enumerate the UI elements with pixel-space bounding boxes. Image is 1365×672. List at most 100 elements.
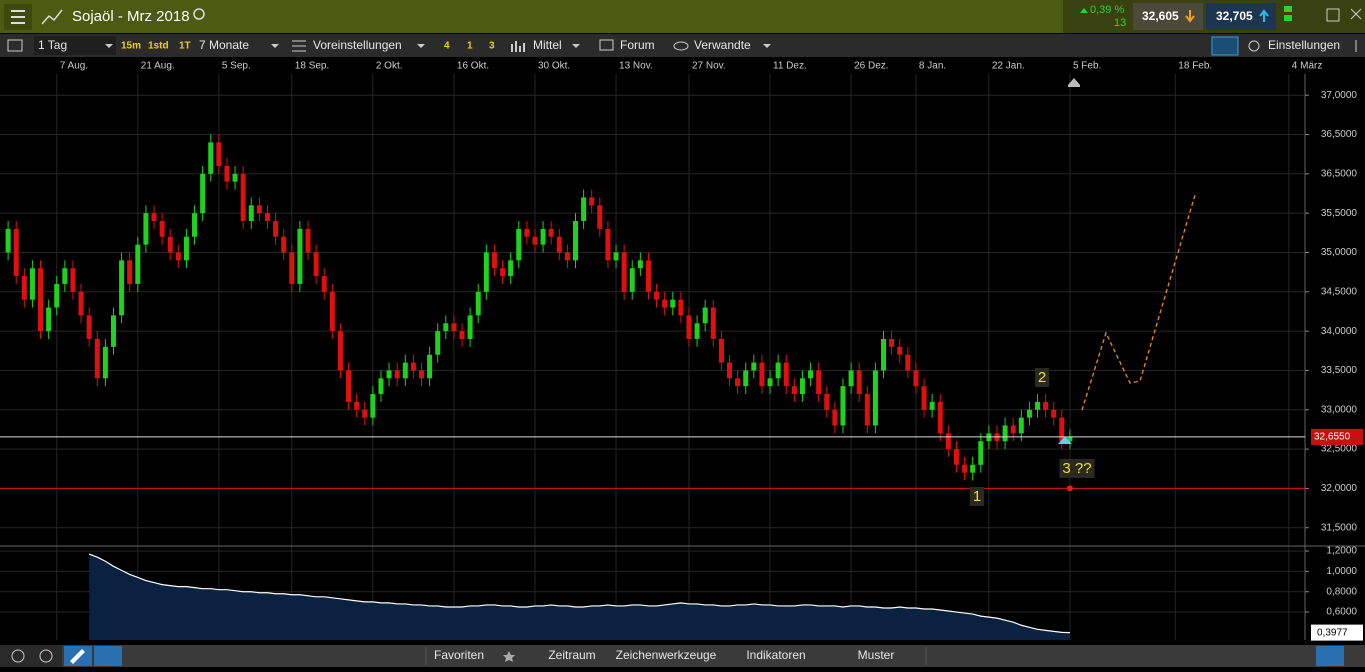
candle-body bbox=[662, 299, 668, 308]
popout-icon[interactable] bbox=[1326, 8, 1340, 22]
candle-body bbox=[970, 464, 976, 473]
candle-body bbox=[889, 338, 895, 347]
forum[interactable]: Forum bbox=[620, 38, 655, 52]
footer-item[interactable]: Zeichenwerkzeuge bbox=[616, 648, 717, 662]
quick-interval[interactable]: 1std bbox=[148, 41, 169, 52]
star-icon[interactable] bbox=[503, 651, 515, 662]
candle-body bbox=[548, 228, 554, 237]
candle-body bbox=[216, 142, 222, 166]
candle-body bbox=[524, 228, 530, 237]
candle-body bbox=[175, 252, 181, 261]
candle-body bbox=[597, 205, 603, 229]
candle-body bbox=[410, 362, 416, 371]
candle-body bbox=[1035, 401, 1041, 410]
scroll-marker[interactable] bbox=[1068, 78, 1080, 87]
footer-item[interactable]: Muster bbox=[858, 648, 895, 662]
chart-icon[interactable] bbox=[41, 9, 63, 25]
candle-body bbox=[297, 228, 303, 284]
candle-body bbox=[1059, 417, 1065, 442]
candle-body bbox=[605, 228, 611, 261]
candle-body bbox=[921, 386, 927, 410]
candle-body bbox=[759, 362, 765, 387]
candle-body bbox=[354, 401, 360, 410]
candle-body bbox=[727, 362, 733, 379]
candle-body bbox=[743, 370, 749, 387]
layout-icon[interactable] bbox=[1284, 15, 1292, 21]
candle-body bbox=[1018, 417, 1024, 434]
disable-icon[interactable] bbox=[39, 649, 53, 663]
candle-body bbox=[564, 252, 570, 261]
count[interactable]: 1 bbox=[467, 41, 473, 52]
candle-body bbox=[475, 291, 481, 316]
footer-item[interactable]: Favoriten bbox=[434, 648, 484, 662]
toolbar-icon[interactable] bbox=[7, 39, 23, 52]
candle-body bbox=[21, 276, 27, 300]
candle-body bbox=[418, 370, 424, 379]
settings-icon bbox=[1248, 40, 1260, 52]
candle-body bbox=[248, 205, 254, 222]
range[interactable]: 7 Monate bbox=[199, 38, 249, 52]
candle-body bbox=[848, 370, 854, 387]
draw-tool-active[interactable] bbox=[1211, 36, 1239, 56]
chart-area: 7 Aug. 21 Aug. 5 Sep. 18 Sep. 2 Okt. 16 Okt. 3… bbox=[0, 58, 1365, 645]
candle-body bbox=[589, 197, 595, 206]
size-icon bbox=[511, 41, 525, 52]
y-tick-label: 1,0000 bbox=[1326, 566, 1357, 577]
sort-button[interactable] bbox=[94, 646, 122, 666]
refresh-icon[interactable] bbox=[11, 649, 25, 663]
annotation-box bbox=[969, 486, 985, 506]
toolbar bbox=[0, 34, 1365, 57]
instrument-title: Sojaöl - Mrz 2018 bbox=[72, 8, 190, 25]
size[interactable]: Mittel bbox=[533, 38, 562, 52]
settings[interactable]: Einstellungen bbox=[1268, 38, 1340, 52]
quick-interval[interactable]: 1T bbox=[179, 41, 191, 52]
candle-body bbox=[305, 228, 311, 253]
price-box bbox=[1311, 428, 1363, 445]
candle-body bbox=[256, 205, 262, 214]
presets[interactable]: Voreinstellungen bbox=[313, 38, 402, 52]
candle-body bbox=[751, 362, 757, 371]
dropdown bbox=[572, 44, 580, 48]
candle-body bbox=[386, 370, 392, 379]
footer-item[interactable]: Zeitraum bbox=[548, 648, 595, 662]
candle-body bbox=[273, 221, 279, 237]
candle-body bbox=[459, 331, 465, 339]
annotation-box bbox=[1034, 367, 1050, 387]
candle-body bbox=[70, 268, 76, 292]
quick-interval[interactable]: 15m bbox=[121, 41, 141, 52]
candle-body bbox=[783, 362, 789, 387]
interval-select[interactable] bbox=[34, 36, 116, 55]
count[interactable]: 3 bbox=[489, 41, 495, 52]
candle-body bbox=[621, 252, 627, 292]
candle-body bbox=[937, 401, 943, 434]
candle-body bbox=[872, 370, 878, 426]
candle-body bbox=[240, 173, 246, 222]
candle-body bbox=[264, 213, 270, 222]
candle-body bbox=[451, 323, 457, 332]
candle-body bbox=[1051, 409, 1057, 418]
search-icon[interactable] bbox=[193, 8, 205, 20]
candle-body bbox=[102, 346, 108, 379]
crosshair-button[interactable] bbox=[1316, 646, 1344, 666]
x-tick-label: 7 Aug. bbox=[60, 61, 88, 72]
candle-body bbox=[581, 197, 587, 222]
x-tick-label: 5 Feb. bbox=[1073, 61, 1101, 72]
candle-body bbox=[46, 307, 52, 332]
bid-box[interactable] bbox=[1133, 3, 1203, 30]
candle-body bbox=[127, 260, 133, 284]
bid-arrow bbox=[1185, 10, 1195, 23]
candle-body bbox=[799, 378, 805, 395]
candle-body bbox=[500, 268, 506, 277]
related[interactable]: Verwandte bbox=[694, 38, 751, 52]
y-tick-label: 33,0000 bbox=[1321, 404, 1358, 415]
count[interactable]: 4 bbox=[444, 41, 450, 52]
footer-item[interactable]: Indikatoren bbox=[746, 648, 805, 662]
projection-line bbox=[1081, 194, 1196, 411]
candle-body bbox=[370, 394, 376, 418]
x-tick-label: 26 Dez. bbox=[854, 61, 888, 72]
close-icon[interactable] bbox=[1350, 8, 1362, 20]
layout-icon[interactable] bbox=[1284, 6, 1292, 12]
candle-body bbox=[767, 378, 773, 387]
